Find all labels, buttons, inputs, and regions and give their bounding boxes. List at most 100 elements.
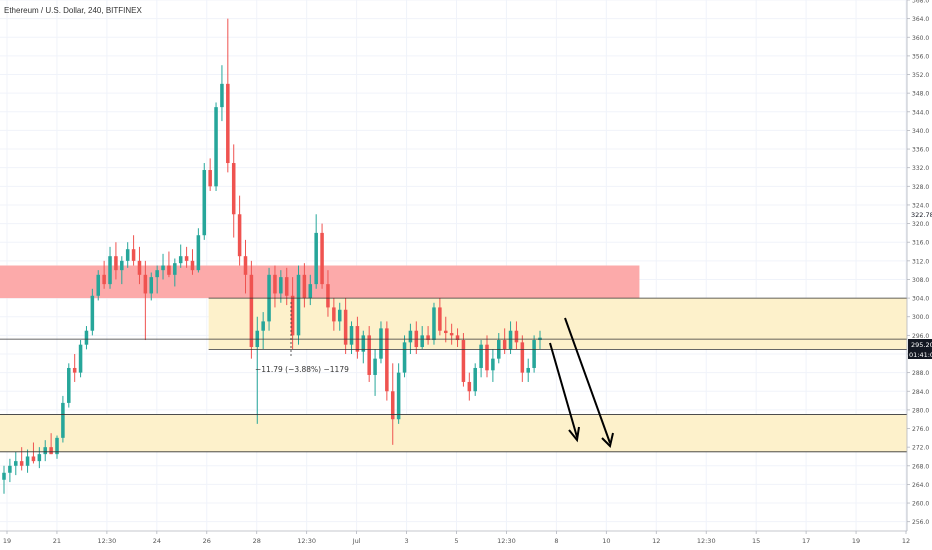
candle-body [526,367,530,373]
y-tick-label: 276.0 [912,426,929,433]
y-tick-label: 352.0 [912,72,929,79]
candle-body [120,260,124,271]
candle-body [102,274,106,285]
y-tick-label: 356.0 [912,53,929,60]
y-tick-label: 336.0 [912,147,929,154]
x-tick-label: 12 [902,537,910,545]
price-tag [908,339,932,349]
candle-body [520,342,525,373]
measure-label: −11.79 (−3.88%) −1179 [255,365,349,374]
arrow-2-head-icon [601,432,614,448]
candle-body [114,256,118,271]
candle-body [19,461,24,466]
candle-body [343,309,348,345]
candles [2,18,542,494]
chart-title: Ethereum / U.S. Dollar, 240, BITFINEX [4,6,142,15]
x-tick-label: 12 [652,537,660,545]
price-tag-label: 295.20 [911,341,932,349]
y-tick-label: 368.0 [912,0,929,5]
zone-support [0,414,907,452]
candle-body [184,256,189,261]
candle-body [326,284,330,308]
x-tick-label: 26 [203,537,211,545]
candle-body [396,372,401,420]
arrow-1-icon [549,342,578,438]
y-tick-label: 280.0 [912,407,929,414]
arrows [549,317,614,448]
candle-body [273,274,277,294]
candle-body [61,402,65,438]
x-tick-label: 19 [3,537,11,545]
zone-range [208,298,908,350]
candle-body [84,330,89,345]
candle-body [402,342,407,373]
y-tick-label: 264.0 [912,482,929,489]
candle-body [125,249,130,261]
candle-body [131,249,136,261]
candle-body [373,358,377,375]
y-tick-label: 328.0 [912,184,929,191]
countdown-label: 01:41:04 [909,351,932,359]
candle-body [90,295,95,331]
y-tick-label: 260.0 [912,501,929,508]
candle-body [361,335,366,352]
candle-body [385,328,389,392]
candle-body [67,367,71,403]
candle-body [408,330,413,343]
level-tag [908,209,932,219]
arrow-2-icon [564,317,611,444]
candle-body [320,232,324,285]
x-tick-label: 19 [852,537,860,545]
candle-body [155,270,159,278]
candle-body [261,321,265,331]
candle-body [78,344,83,373]
y-tick-label: 324.0 [912,202,929,209]
candle-body [49,447,53,455]
x-tick-label: 12:30 [697,537,716,545]
y-tick-label: 312.0 [912,258,929,265]
candle-body [279,277,283,294]
candle-body [449,333,454,336]
candle-body [243,256,248,275]
candle-body [143,274,148,294]
candle-body [337,309,342,322]
price-tags: 322.78 295.20 01:41:04 [908,209,932,359]
time-axis[interactable]: 19 21 12:30 24 26 28 12:30 Jul 3 5 12:30 8 10 12 12:30… [0,530,910,545]
candle-body [25,456,30,466]
y-tick-label: 296.0 [912,333,929,340]
candle-body [214,107,218,187]
y-tick-label: 288.0 [912,370,929,377]
price-axis[interactable]: 256.0 260.0 264.0 268.0 272.0 276.0 280.0 284.0… [906,0,929,531]
y-tick-label: 316.0 [912,240,929,247]
y-tick-label: 340.0 [912,128,929,135]
candle-body [196,235,201,271]
candle-body [161,265,165,271]
y-tick-label: 344.0 [912,109,929,116]
candle-body [296,274,301,336]
candle-body [208,170,212,187]
x-tick-label: 28 [253,537,261,545]
x-tick-label: Jul [352,537,361,545]
candle-body [514,330,519,343]
candle-body [491,358,495,371]
candle-body [220,83,224,108]
x-tick-label: 21 [53,537,61,545]
y-tick-label: 332.0 [912,165,929,172]
candle-body [178,256,183,264]
candle-body [467,381,472,392]
candle-body [173,263,177,275]
x-tick-label: 10 [602,537,610,545]
candle-body [390,391,395,420]
y-tick-label: 284.0 [912,389,929,396]
candle-body [308,284,313,299]
candle-body [502,340,507,350]
x-tick-label: 12:30 [297,537,316,545]
candle-body [108,256,112,285]
x-tick-label: 15 [752,537,760,545]
y-tick-label: 304.0 [912,296,929,303]
level-tag-label: 322.78 [911,211,932,219]
zone-supply [0,265,640,299]
y-tick-label: 308.0 [912,277,929,284]
x-tick-label: 12:30 [98,537,117,545]
